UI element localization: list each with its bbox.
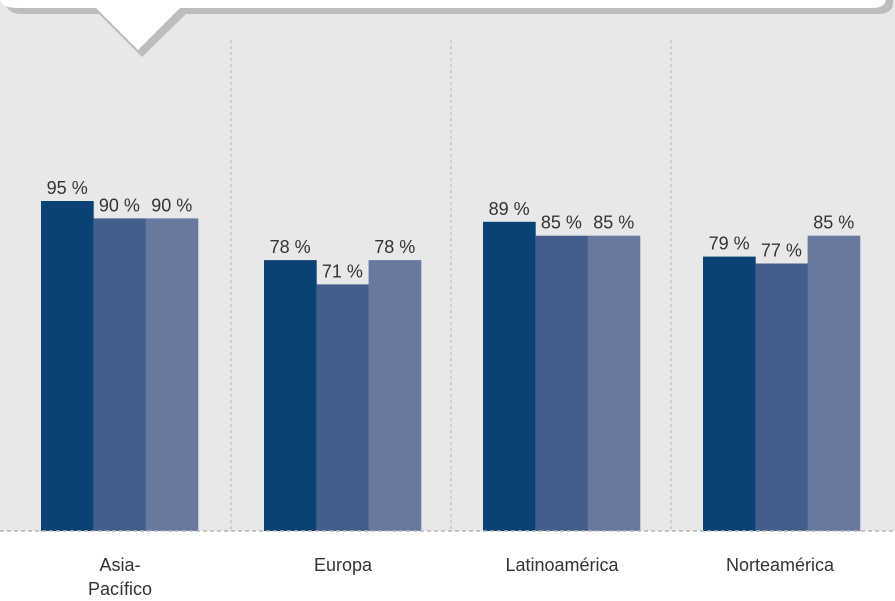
bar-4-series-1 bbox=[703, 256, 756, 531]
bar-3-series-1 bbox=[483, 221, 536, 532]
bar-1-series-3 bbox=[145, 218, 199, 531]
bar-2-series-3 bbox=[368, 260, 422, 531]
group-dividers bbox=[230, 40, 672, 531]
data-label-1-series-2: 90 % bbox=[99, 195, 140, 215]
data-labels: 95 % 78 % 89 % 79 % 90 % 71 % 85 % 77 % 90 % 78 %… bbox=[47, 178, 855, 281]
data-label-2-series-2: 71 % bbox=[322, 261, 363, 281]
bar-2-series-2 bbox=[316, 284, 369, 531]
data-label-3-series-3: 85 % bbox=[593, 213, 634, 233]
category-labels: Asia-Pacífico Europa Latinoamérica Norteamé… bbox=[88, 555, 835, 599]
category-label-1: Asia-Pacífico bbox=[88, 555, 152, 599]
category-label-4: Norteamérica bbox=[726, 555, 835, 575]
data-label-4-series-2: 77 % bbox=[761, 241, 802, 261]
data-label-3-series-2: 85 % bbox=[541, 213, 582, 233]
data-label-1-series-3: 90 % bbox=[151, 195, 192, 215]
bar-1-series-2 bbox=[93, 218, 146, 531]
bar-2-series-1 bbox=[264, 260, 317, 531]
data-label-3-series-1: 89 % bbox=[489, 199, 530, 219]
bar-1-series-1 bbox=[41, 201, 94, 531]
data-label-4-series-3: 85 % bbox=[813, 213, 854, 233]
category-label-2: Europa bbox=[314, 555, 373, 575]
data-label-2-series-3: 78 % bbox=[374, 237, 415, 257]
category-label-3: Latinoamérica bbox=[505, 555, 619, 575]
bars bbox=[41, 201, 861, 532]
data-label-4-series-1: 79 % bbox=[709, 234, 750, 254]
bar-3-series-2 bbox=[535, 235, 588, 531]
bar-4-series-2 bbox=[755, 263, 808, 531]
bar-3-series-3 bbox=[587, 235, 641, 531]
bar-4-series-3 bbox=[807, 235, 861, 531]
callout-box bbox=[0, 0, 893, 57]
data-label-2-series-1: 78 % bbox=[270, 237, 311, 257]
callout-pointer bbox=[0, 0, 886, 50]
data-label-1-series-1: 95 % bbox=[47, 178, 88, 198]
